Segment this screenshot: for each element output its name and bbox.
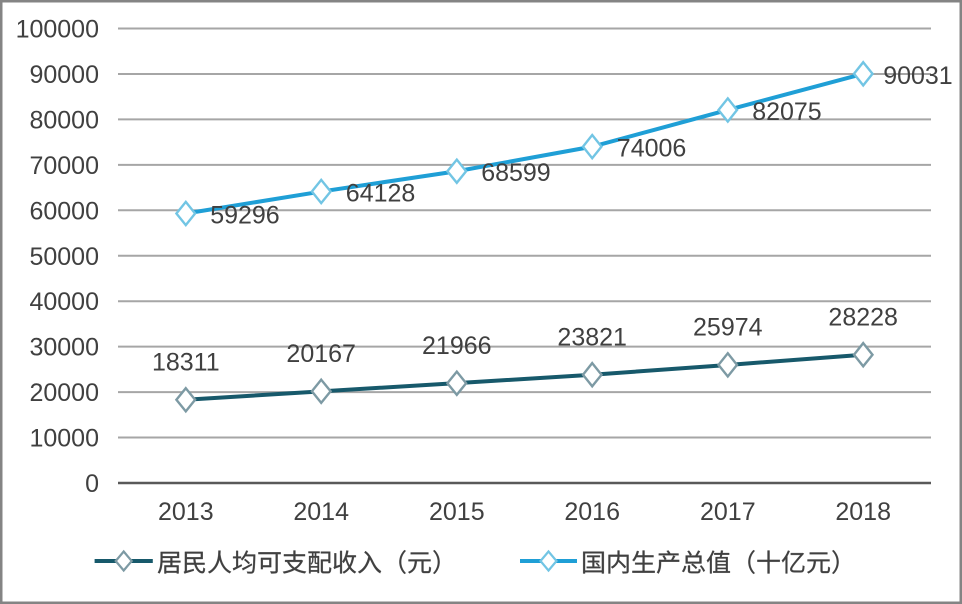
- svg-text:2018: 2018: [835, 498, 891, 526]
- svg-text:90031: 90031: [883, 62, 953, 90]
- svg-text:2015: 2015: [429, 498, 485, 526]
- svg-text:20000: 20000: [29, 379, 99, 407]
- svg-text:80000: 80000: [29, 106, 99, 134]
- svg-text:50000: 50000: [29, 243, 99, 271]
- svg-text:70000: 70000: [29, 152, 99, 180]
- svg-text:10000: 10000: [29, 425, 99, 453]
- svg-text:100000: 100000: [16, 16, 99, 44]
- svg-text:2016: 2016: [564, 498, 620, 526]
- svg-text:74006: 74006: [617, 135, 687, 163]
- svg-text:60000: 60000: [29, 197, 99, 225]
- svg-text:0: 0: [85, 470, 99, 498]
- svg-text:30000: 30000: [29, 334, 99, 362]
- svg-text:21966: 21966: [422, 332, 492, 360]
- svg-text:68599: 68599: [481, 159, 551, 187]
- svg-text:2017: 2017: [700, 498, 756, 526]
- svg-text:23821: 23821: [557, 323, 627, 351]
- svg-text:2014: 2014: [293, 498, 349, 526]
- svg-text:25974: 25974: [693, 314, 763, 342]
- svg-text:20167: 20167: [286, 340, 356, 368]
- svg-text:64128: 64128: [346, 180, 416, 208]
- svg-text:59296: 59296: [210, 202, 280, 230]
- svg-text:82075: 82075: [752, 98, 822, 126]
- svg-text:28228: 28228: [828, 303, 898, 331]
- svg-text:90000: 90000: [29, 61, 99, 89]
- svg-text:18311: 18311: [152, 348, 220, 376]
- svg-text:40000: 40000: [29, 288, 99, 316]
- svg-text:2013: 2013: [158, 498, 214, 526]
